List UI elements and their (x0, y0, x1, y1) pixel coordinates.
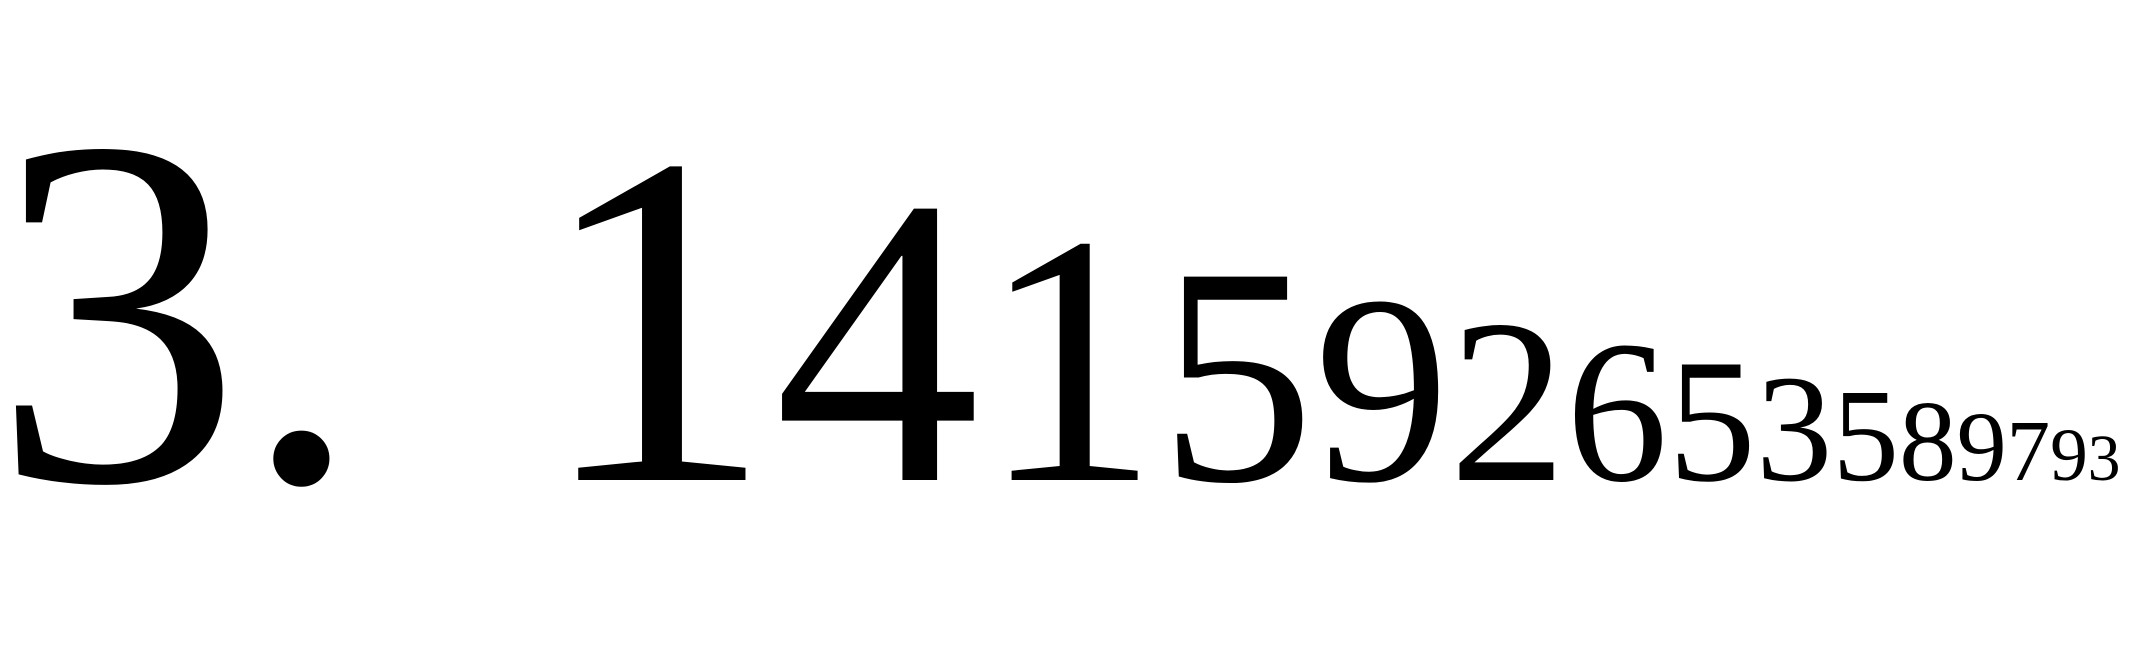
pi-digit: 9 (2050, 414, 2088, 497)
pi-digit: 8 (1899, 377, 1957, 505)
pi-decimal-point: . (242, 57, 361, 583)
pi-digit: 3 (1756, 345, 1833, 514)
pi-digit: 5 (1833, 362, 1899, 509)
pi-digit: 9 (1314, 241, 1449, 539)
pi-digit: 1 (980, 162, 1159, 558)
pi-digit: 3 (0, 35, 242, 589)
pi-digit: 7 (2007, 403, 2050, 499)
pi-digit: 5 (1159, 204, 1314, 548)
pi-digit: 2 (1449, 271, 1566, 531)
pi-digit: 4 (774, 114, 980, 570)
pi-digit: 5 (1668, 324, 1756, 519)
pi-digit: 9 (1957, 391, 2007, 502)
pi-digit: 6 (1566, 299, 1668, 524)
pi-digit: 3 (2088, 423, 2121, 495)
pi-digit: 1 (537, 57, 775, 583)
